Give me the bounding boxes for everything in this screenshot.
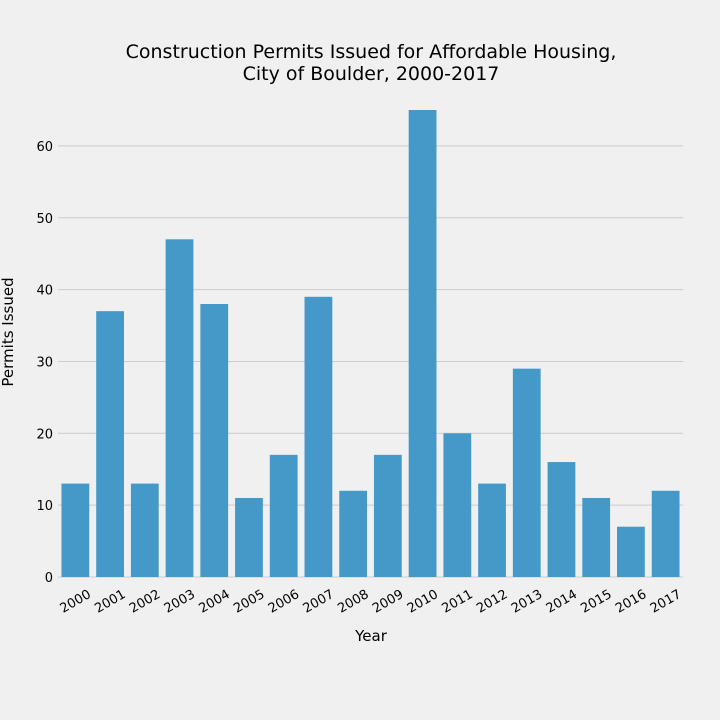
bar-2015 [582,497,611,577]
chart-title-line-1: Construction Permits Issued for Affordab… [126,41,617,63]
bar-2012 [478,483,506,577]
y-tick-label: 20 [36,427,53,442]
bars [61,110,680,578]
bar-2000 [61,483,90,577]
y-tick-label: 0 [45,571,53,586]
bar-2006 [269,454,298,577]
bar-2013 [512,368,541,577]
bar-2003 [165,239,194,578]
y-axis-ticks: 0 10 20 30 40 50 60 [36,140,53,586]
gridlines [58,145,683,578]
bar-2007 [304,296,333,577]
y-tick-label: 10 [36,499,53,514]
bar-2017 [651,490,680,577]
chart-title-line-2: City of Boulder, 2000-2017 [243,63,500,85]
y-tick-label: 30 [36,355,53,370]
bar-2002 [130,483,159,577]
bar-2001 [96,311,124,577]
y-tick-label: 40 [36,284,53,299]
bar-2011 [443,433,472,577]
bar-2009 [373,454,402,577]
chart-title: Construction Permits Issued for Affordab… [126,41,617,85]
y-tick-label: 60 [36,140,53,155]
y-tick-label: 50 [36,212,53,227]
x-axis-label: Year [354,627,388,645]
y-axis-label: Permits Issued [0,277,17,386]
bar-2010 [408,110,437,577]
bar-2008 [339,490,368,577]
bar-2016 [617,526,645,577]
bar-2014 [547,462,576,577]
bar-2005 [235,497,263,577]
bar-2004 [200,303,229,577]
